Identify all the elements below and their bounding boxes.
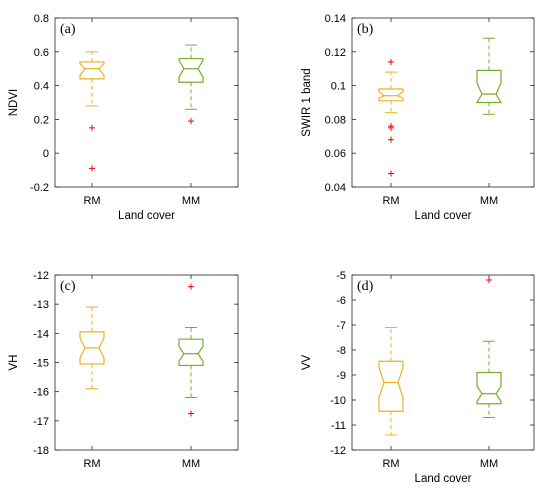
- y-axis-title: SWIR 1 band: [301, 68, 313, 136]
- box-body: [378, 360, 404, 412]
- chart-panel-d: -12 -11 -10 -9 -8 -7 -6 -5 RM MM Land cover VV (d): [301, 270, 535, 485]
- box-body: [178, 338, 204, 367]
- outlier-marker: [486, 277, 492, 283]
- plot-frame: [54, 274, 239, 451]
- chart-panel-a: -0.2 0 0.2 0.4 0.6 0.8 RM MM Land cover NDVI (a): [8, 13, 239, 222]
- panel-label: (a): [60, 22, 76, 37]
- outlier-marker: [188, 410, 194, 417]
- box-rm: [79, 51, 105, 172]
- y-tick-label: -16: [33, 387, 49, 399]
- y-tick-label: -6: [336, 295, 346, 307]
- outlier-marker: [388, 124, 394, 131]
- box-body: [476, 371, 502, 405]
- box-body: [178, 57, 204, 83]
- y-tick-label: -14: [33, 328, 49, 340]
- y-tick-label: 0.4: [34, 81, 49, 93]
- y-tick-label: 0.2: [34, 114, 49, 126]
- box-mm: [178, 283, 204, 417]
- y-tick-label: 0.8: [34, 13, 49, 25]
- y-tick-label: -10: [330, 395, 346, 407]
- y-tick-label: -18: [33, 445, 49, 457]
- chart-panel-b: 0.04 0.06 0.08 0.1 0.12 0.14 RM MM Land cover SWI…: [301, 13, 535, 222]
- box-body: [79, 61, 105, 80]
- box-rm: [378, 58, 404, 177]
- y-axis-title: VV: [301, 355, 313, 371]
- x-axis-title: Land cover: [118, 210, 175, 222]
- x-tick-label: RM: [382, 458, 399, 470]
- panel-label: (c): [60, 279, 76, 294]
- panel-label: (d): [357, 279, 374, 294]
- box-rm: [378, 327, 404, 436]
- y-tick-label: -13: [33, 299, 49, 311]
- y-tick-label: -15: [33, 358, 49, 370]
- box-body: [79, 331, 105, 365]
- y-tick-label: -17: [33, 416, 49, 428]
- y-tick-label: 0.1: [331, 81, 346, 93]
- y-tick-label: 0.14: [325, 13, 346, 25]
- y-tick-label: 0.12: [325, 47, 346, 59]
- x-tick-label: MM: [182, 458, 200, 470]
- y-tick-label: -0.2: [30, 182, 49, 194]
- y-tick-label: 0.06: [325, 148, 346, 160]
- x-tick-label: RM: [382, 195, 399, 207]
- plot-frame: [351, 17, 535, 188]
- chart-panel-c: -18 -17 -16 -15 -14 -13 -12 RM MM VH (c): [8, 270, 239, 470]
- plot-frame: [351, 274, 535, 451]
- y-tick-label: 0.08: [325, 114, 346, 126]
- box-mm: [476, 277, 502, 418]
- y-tick-label: 0: [43, 148, 49, 160]
- x-axis-title: Land cover: [415, 473, 472, 485]
- x-tick-label: RM: [83, 195, 100, 207]
- outlier-marker: [188, 118, 194, 125]
- box-mm: [178, 44, 204, 125]
- x-tick-label: MM: [480, 458, 498, 470]
- x-tick-label: MM: [182, 195, 200, 207]
- box-rm: [79, 306, 105, 390]
- y-axis-title: VH: [8, 355, 20, 371]
- y-tick-label: -11: [331, 420, 346, 432]
- outlier-marker: [188, 283, 194, 290]
- x-axis-title: Land cover: [415, 210, 472, 222]
- box-mm: [475, 37, 503, 115]
- y-tick-label: -12: [33, 270, 49, 282]
- y-tick-label: -5: [336, 270, 346, 282]
- y-tick-label: -9: [336, 370, 346, 382]
- outlier-marker: [388, 58, 394, 65]
- outlier-marker: [388, 170, 394, 177]
- outlier-marker: [89, 124, 95, 131]
- y-tick-label: 0.04: [325, 182, 346, 194]
- x-tick-label: MM: [480, 195, 498, 207]
- x-tick-label: RM: [83, 458, 100, 470]
- box-body: [378, 88, 404, 102]
- y-tick-label: -12: [330, 445, 346, 457]
- y-tick-label: -8: [336, 345, 346, 357]
- y-tick-label: 0.6: [34, 47, 49, 59]
- box-body: [475, 69, 503, 104]
- plot-frame: [54, 17, 239, 188]
- outlier-marker: [89, 165, 95, 172]
- outlier-marker: [388, 136, 394, 143]
- y-tick-label: -7: [336, 320, 346, 332]
- panel-label: (b): [357, 22, 374, 37]
- y-axis-title: NDVI: [8, 89, 20, 116]
